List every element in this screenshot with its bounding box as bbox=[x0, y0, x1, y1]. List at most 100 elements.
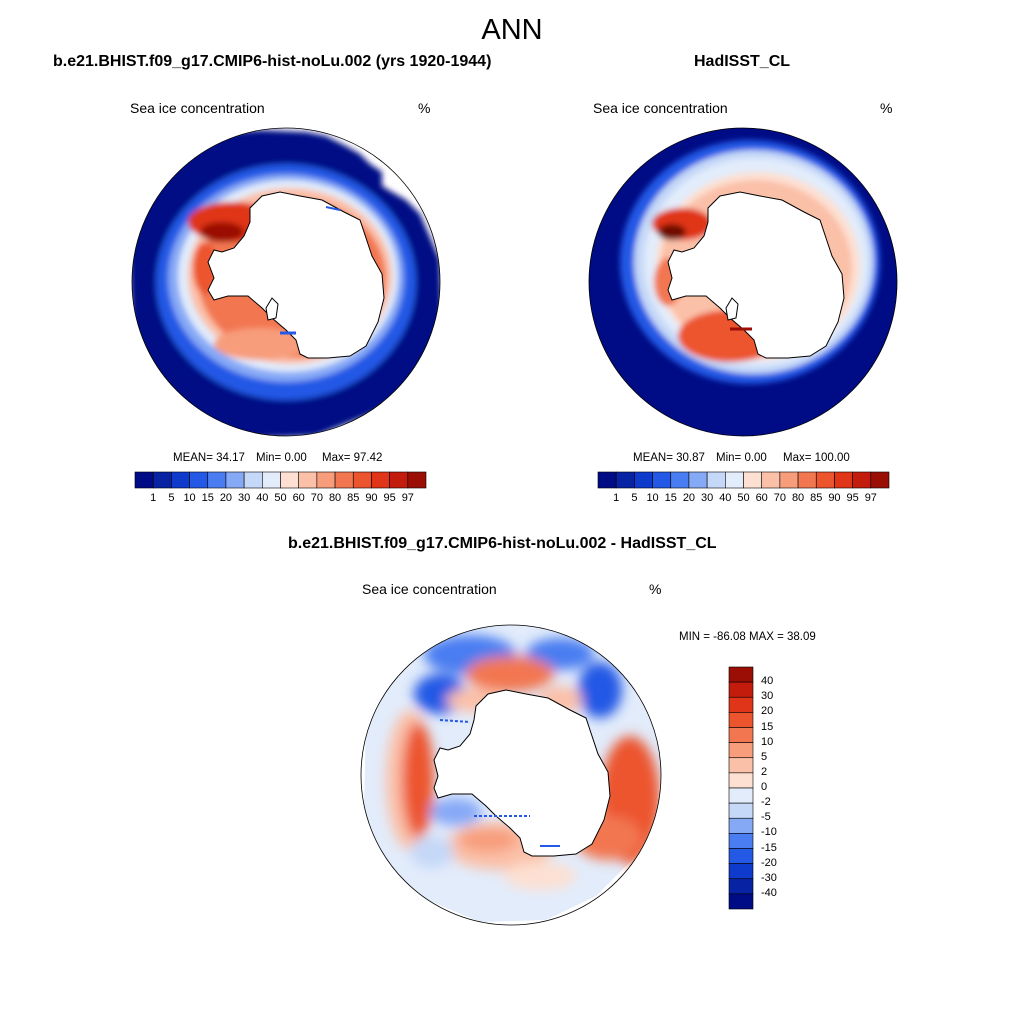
colorbar1-tick-label: 5 bbox=[168, 492, 175, 504]
panel1-max: Max= 97.42 bbox=[322, 452, 383, 464]
colorbar3-tick-label: -20 bbox=[761, 856, 777, 869]
colorbar3-swatch bbox=[728, 681, 754, 698]
colorbar3-tick-label: -15 bbox=[761, 841, 777, 854]
colorbar1-swatch bbox=[152, 471, 172, 489]
colorbar2-tick-label: 1 bbox=[613, 492, 620, 504]
colorbar2-swatch bbox=[779, 471, 799, 489]
colorbar1-swatch bbox=[262, 471, 281, 489]
colorbar2-swatch bbox=[597, 471, 617, 489]
colorbar3-tick-label: 5 bbox=[761, 750, 768, 763]
colorbar1-swatch bbox=[407, 471, 427, 489]
map2 bbox=[589, 128, 897, 436]
colorbar3 bbox=[728, 666, 754, 910]
colorbar3-tick-label: -40 bbox=[761, 886, 777, 899]
colorbar2-swatch bbox=[761, 471, 781, 489]
colorbar3-tick-label: 40 bbox=[761, 675, 774, 688]
colorbar2 bbox=[597, 471, 890, 489]
panel2-title: HadISST_CL bbox=[694, 53, 791, 70]
colorbar2-swatch bbox=[615, 471, 635, 489]
colorbar3-swatch bbox=[728, 696, 754, 713]
colorbar3-swatch bbox=[728, 727, 754, 743]
panel2-mean: MEAN= 30.87 bbox=[633, 452, 705, 464]
colorbar1-swatch bbox=[389, 471, 409, 489]
colorbar1-swatch bbox=[352, 471, 372, 489]
panel3-units: % bbox=[649, 581, 662, 597]
panel1-mean: MEAN= 34.17 bbox=[173, 452, 245, 464]
colorbar2-tick-label: 60 bbox=[755, 492, 768, 504]
colorbar2-swatch bbox=[834, 471, 853, 489]
colorbar1-swatch bbox=[280, 471, 299, 489]
colorbar2-swatch bbox=[815, 471, 835, 489]
colorbar3-swatch bbox=[728, 742, 754, 759]
colorbar1-tick-label: 85 bbox=[347, 492, 360, 504]
colorbar3-swatch bbox=[728, 802, 754, 819]
colorbar1-tick-label: 50 bbox=[274, 492, 287, 504]
colorbar1-tick-label: 15 bbox=[201, 492, 214, 504]
panel3-title: b.e21.BHIST.f09_g17.CMIP6-hist-noLu.002 … bbox=[288, 535, 717, 552]
colorbar3-swatch bbox=[728, 863, 754, 880]
colorbar3-swatch bbox=[728, 772, 754, 789]
colorbar1-tick-label: 40 bbox=[256, 492, 269, 504]
colorbar1-swatch bbox=[243, 471, 263, 489]
colorbar2-tick-label: 20 bbox=[682, 492, 696, 504]
colorbar1-tick-label: 30 bbox=[238, 492, 251, 504]
colorbar1-tick-label: 70 bbox=[310, 492, 323, 504]
colorbar1-swatch bbox=[334, 471, 354, 489]
colorbar2-tick-label: 40 bbox=[719, 492, 732, 504]
colorbar1-tick-label: 97 bbox=[401, 492, 414, 504]
colorbar2-tick-label: 30 bbox=[701, 492, 714, 504]
colorbar2-swatch bbox=[688, 471, 708, 489]
panel2-variable: Sea ice concentration bbox=[593, 100, 728, 116]
panel2-units: % bbox=[880, 100, 893, 116]
colorbar3-tick-label: 2 bbox=[761, 765, 768, 778]
colorbar2-tick-label: 95 bbox=[846, 492, 859, 504]
colorbar3-tick-label: -5 bbox=[761, 811, 771, 824]
colorbar3-swatch bbox=[728, 712, 754, 728]
colorbar3-swatch bbox=[728, 757, 754, 774]
colorbar3-tick-label: 20 bbox=[761, 705, 774, 718]
colorbar3-swatch bbox=[728, 817, 754, 834]
colorbar3-swatch bbox=[728, 878, 754, 895]
colorbar2-tick-label: 5 bbox=[631, 492, 638, 504]
colorbar3-swatch bbox=[728, 787, 754, 804]
colorbar2-swatch bbox=[670, 471, 690, 489]
colorbar2-tick-label: 15 bbox=[664, 492, 677, 504]
colorbar2-swatch bbox=[652, 471, 672, 489]
colorbar1-tick-label: 20 bbox=[219, 492, 233, 504]
panel2-max: Max= 100.00 bbox=[783, 452, 850, 464]
colorbar1-swatch bbox=[225, 471, 245, 489]
colorbar2-swatch bbox=[797, 471, 817, 489]
colorbar1-swatch bbox=[189, 471, 209, 489]
panel3-minmax: MIN = -86.08 MAX = 38.09 bbox=[679, 631, 816, 643]
colorbar2-swatch bbox=[852, 471, 872, 489]
panel1-title: b.e21.BHIST.f09_g17.CMIP6-hist-noLu.002 … bbox=[53, 53, 492, 70]
colorbar3-swatch bbox=[728, 848, 754, 864]
panel2-min: Min= 0.00 bbox=[716, 452, 767, 464]
colorbar3-swatch bbox=[728, 666, 754, 683]
colorbar2-swatch bbox=[870, 471, 890, 489]
colorbar3-tick-label: -10 bbox=[761, 826, 777, 839]
colorbar3-tick-label: 30 bbox=[761, 690, 774, 703]
colorbar2-tick-label: 90 bbox=[828, 492, 841, 504]
panel1-variable: Sea ice concentration bbox=[130, 100, 265, 116]
colorbar1-swatch bbox=[316, 471, 336, 489]
colorbar2-tick-label: 97 bbox=[864, 492, 877, 504]
colorbar1-tick-label: 80 bbox=[328, 492, 342, 504]
colorbar1 bbox=[134, 471, 427, 489]
map3 bbox=[361, 625, 661, 925]
colorbar2-swatch bbox=[743, 471, 762, 489]
colorbar3-tick-label: 10 bbox=[761, 735, 774, 748]
panel1-min: Min= 0.00 bbox=[256, 452, 307, 464]
colorbar2-tick-label: 70 bbox=[773, 492, 786, 504]
figure-title: ANN bbox=[481, 14, 543, 46]
colorbar1-tick-label: 10 bbox=[183, 492, 196, 504]
colorbar2-tick-label: 85 bbox=[810, 492, 823, 504]
colorbar3-tick-label: 0 bbox=[761, 781, 768, 793]
colorbar3-swatch bbox=[728, 893, 754, 910]
colorbar2-swatch bbox=[634, 471, 653, 489]
colorbar1-swatch bbox=[207, 471, 227, 489]
colorbar1-swatch bbox=[134, 471, 154, 489]
colorbar1-tick-label: 95 bbox=[383, 492, 396, 504]
